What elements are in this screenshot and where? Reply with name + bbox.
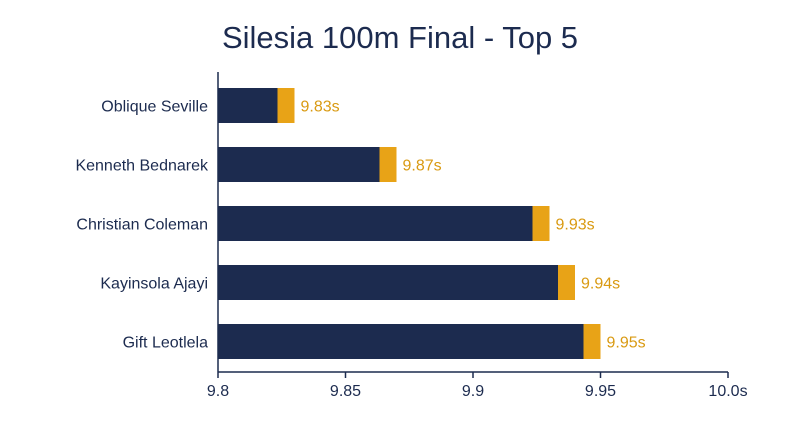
category-label: Gift Leotlela [123, 335, 208, 352]
data-label: 9.83s [301, 99, 340, 116]
data-label: 9.95s [607, 335, 646, 352]
bar [218, 88, 278, 123]
data-label: 9.93s [556, 217, 595, 234]
category-label: Oblique Seville [101, 99, 208, 116]
category-label: Kenneth Bednarek [75, 158, 209, 175]
x-tick-label: 9.85 [330, 383, 361, 400]
bar [218, 147, 380, 182]
chart-title: Silesia 100m Final - Top 5 [221, 20, 579, 55]
category-label: Kayinsola Ajayi [100, 276, 208, 293]
bar-tip [583, 324, 601, 359]
data-label: 9.94s [581, 276, 620, 293]
bar [218, 324, 584, 359]
bar-tip [532, 206, 550, 241]
category-label: Christian Coleman [76, 217, 208, 234]
bar [218, 206, 533, 241]
bar-tip [379, 147, 397, 182]
x-tick-label: 9.95 [585, 383, 616, 400]
bar [218, 265, 558, 300]
x-tick-label: 9.8 [207, 383, 229, 400]
bar-tip [277, 88, 295, 123]
bar-tip [558, 265, 575, 300]
data-label: 9.87s [403, 158, 442, 175]
x-tick-label: 9.9 [462, 383, 484, 400]
x-tick-label: 10.0s [708, 383, 747, 400]
